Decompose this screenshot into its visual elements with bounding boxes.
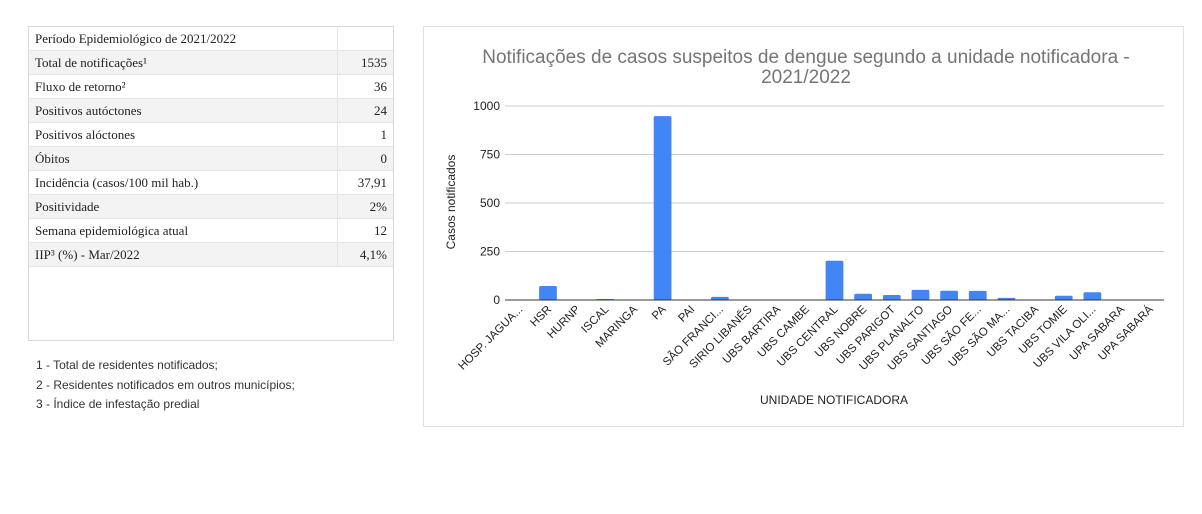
y-tick-label: 1000 xyxy=(473,99,500,113)
stats-row-label: Positividade xyxy=(29,194,338,219)
stats-row: Semana epidemiológica atual 12 xyxy=(29,218,393,243)
stats-card: Período Epidemiológico de 2021/2022 Tota… xyxy=(28,26,394,341)
footnote-1: 1 - Total de residentes notificados; xyxy=(36,358,218,372)
bar xyxy=(711,296,729,300)
stats-header-row: Período Epidemiológico de 2021/2022 xyxy=(29,27,393,51)
bar xyxy=(882,294,901,300)
bar xyxy=(940,290,958,300)
y-tick-label: 500 xyxy=(480,196,500,210)
y-tick-label: 250 xyxy=(480,245,500,259)
stats-table: Período Epidemiológico de 2021/2022 Tota… xyxy=(29,27,393,267)
stats-row-label: IIP³ (%) - Mar/2022 xyxy=(29,242,338,267)
y-tick-label: 750 xyxy=(480,148,500,162)
stats-row-value: 37,91 xyxy=(336,170,393,195)
stats-row: Total de notificações¹ 1535 xyxy=(29,50,393,75)
stats-row-label: Fluxo de retorno² xyxy=(29,74,338,99)
bar xyxy=(854,293,873,300)
footnote-3: 3 - Índice de infestação predial xyxy=(36,397,200,411)
stats-row: Fluxo de retorno² 36 xyxy=(29,74,393,99)
x-tick-label: HOSP. JAGUA... xyxy=(457,304,526,373)
chart-title-line-1: Notificações de casos suspeitos de dengu… xyxy=(482,47,1130,68)
stats-row-label: Semana epidemiológica atual xyxy=(29,218,338,243)
bar xyxy=(997,297,1016,300)
bar xyxy=(825,260,844,300)
y-tick-label: 0 xyxy=(493,293,500,307)
bar xyxy=(911,289,930,300)
stats-row: IIP³ (%) - Mar/2022 4,1% xyxy=(29,242,393,267)
stats-header-value xyxy=(336,27,393,51)
stats-row-value: 24 xyxy=(336,98,393,123)
stats-header-label: Período Epidemiológico de 2021/2022 xyxy=(29,27,338,51)
x-tick-label: HSR xyxy=(528,304,554,330)
stats-row: Positivos alóctones 1 xyxy=(29,122,393,147)
bar xyxy=(1054,295,1073,300)
chart-title-line-2: 2021/2022 xyxy=(761,67,851,88)
bar-chart: Notificações de casos suspeitos de dengu… xyxy=(444,47,1164,407)
stats-row: Positivos autóctones 24 xyxy=(29,98,393,123)
y-axis-ticks: 0 250 500 750 1000 xyxy=(473,99,500,307)
stats-row-label: Positivos autóctones xyxy=(29,98,338,123)
y-axis-title: Casos notificados xyxy=(444,155,458,250)
bars xyxy=(539,116,1102,300)
bar xyxy=(539,286,557,300)
x-tick-label: PA xyxy=(650,303,669,322)
stats-row: Positividade 2% xyxy=(29,194,393,219)
footnotes: 1 - Total de residentes notificados; 2 -… xyxy=(36,356,295,415)
stats-row-label: Incidência (casos/100 mil hab.) xyxy=(29,170,338,195)
stats-row: Óbitos 0 xyxy=(29,146,393,171)
x-axis-title: UNIDADE NOTIFICADORA xyxy=(760,393,908,407)
bar xyxy=(968,290,987,300)
stats-row-value: 1535 xyxy=(336,50,393,75)
footnote-2: 2 - Residentes notificados em outros mun… xyxy=(36,377,295,392)
stats-row: Incidência (casos/100 mil hab.) 37,91 xyxy=(29,170,393,195)
stats-row-value: 1 xyxy=(336,122,393,147)
stats-row-label: Total de notificações¹ xyxy=(29,50,338,75)
stats-row-value: 12 xyxy=(336,218,393,243)
stats-row-value: 2% xyxy=(336,194,393,219)
stats-row-label: Positivos alóctones xyxy=(29,122,338,147)
x-tick-label: PAI xyxy=(676,304,697,325)
chart-card: Notificações de casos suspeitos de dengu… xyxy=(423,26,1184,427)
bar xyxy=(1083,292,1102,300)
stats-row-value: 0 xyxy=(336,146,393,171)
stats-row-label: Óbitos xyxy=(29,146,338,171)
stats-row-value: 4,1% xyxy=(336,242,393,267)
stats-row-value: 36 xyxy=(336,74,393,99)
bar xyxy=(653,116,672,300)
gridlines xyxy=(505,105,1164,252)
